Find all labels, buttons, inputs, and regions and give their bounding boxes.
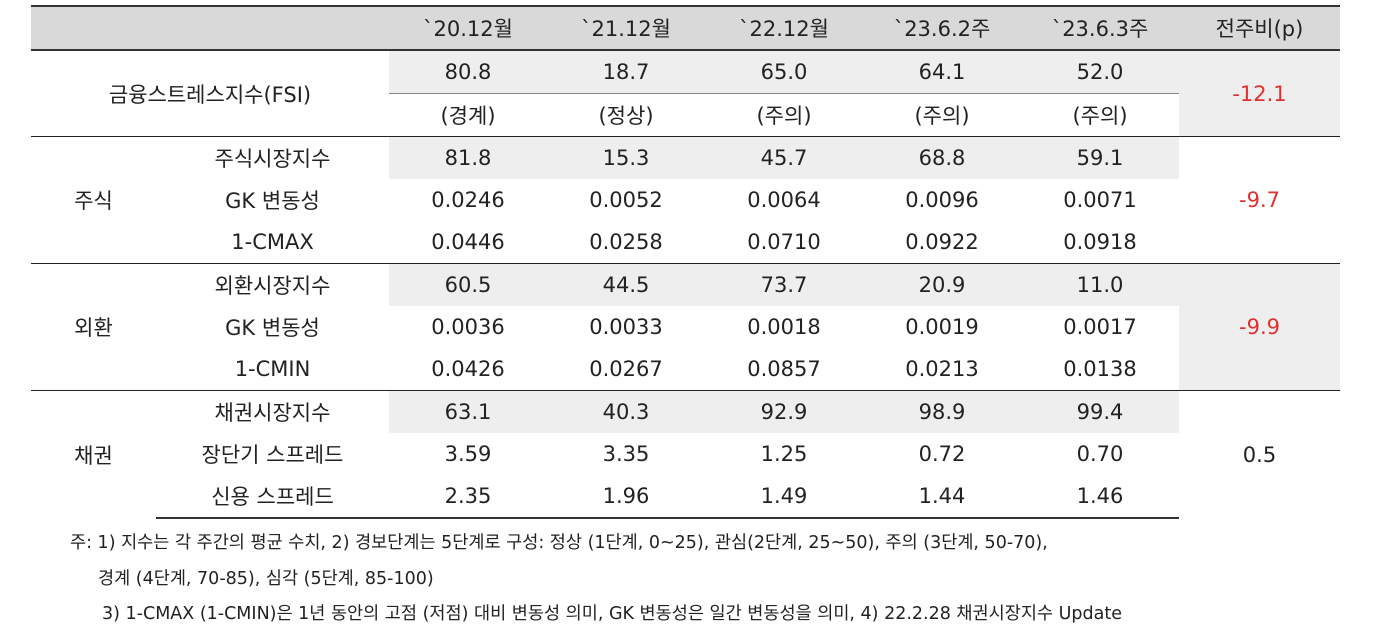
row-label: 1-CMAX: [231, 230, 314, 254]
stock-row-2: GK 변동성 0.0246 0.0052 0.0064 0.0096 0.007…: [31, 179, 1340, 221]
cell-value: 0.70: [1076, 442, 1124, 466]
cell-value: 73.7: [705, 263, 863, 306]
cell-value: 1.44: [863, 475, 1021, 519]
cell-value: 45.7: [705, 136, 863, 179]
fx-row-2: GK 변동성 0.0036 0.0033 0.0018 0.0019 0.001…: [31, 306, 1340, 348]
cell-value: 0.0064: [747, 188, 821, 212]
bond-row-1: 채권 채권시장지수 63.1 40.3 92.9 98.9 99.4 0.5: [31, 390, 1340, 518]
fsi-change: -12.1: [1179, 50, 1340, 137]
cell-value: 98.9: [863, 390, 1021, 433]
cell-value: 0.0138: [1063, 357, 1137, 381]
fsi-value: 80.8: [389, 50, 547, 94]
header-col-2: `21.12월: [547, 6, 705, 51]
fsi-level: (주의): [1072, 104, 1128, 128]
stock-row-1: 주식 주식시장지수 81.8 15.3 45.7 68.8 59.1 -9.7: [31, 136, 1340, 264]
cell-value: 2.35: [389, 475, 547, 519]
stock-change: -9.7: [1179, 136, 1340, 264]
cell-value: 81.8: [389, 136, 547, 179]
footnote-line-3: 3) 1-CMAX (1-CMIN)은 1년 동안의 고점 (저점) 대비 변동…: [102, 604, 1122, 624]
cell-value: 40.3: [547, 390, 705, 433]
header-row: `20.12월 `21.12월 `22.12월 `23.6.2주 `23.6.3…: [31, 6, 1340, 51]
header-change: 전주비(p): [1179, 6, 1340, 51]
cell-value: 1.96: [547, 475, 705, 519]
fsi-level: (주의): [914, 104, 970, 128]
cell-value: 0.0017: [1063, 315, 1137, 339]
group-label-stock: 주식: [31, 136, 156, 264]
fx-change: -9.9: [1179, 263, 1340, 391]
cell-value: 11.0: [1021, 263, 1179, 306]
cell-value: 0.0918: [1063, 230, 1137, 254]
fx-row-3: 1-CMIN 0.0426 0.0267 0.0857 0.0213 0.013…: [31, 348, 1340, 391]
fsi-values-row: 금융스트레스지수(FSI) 80.8 18.7 65.0 64.1 52.0 -…: [31, 50, 1340, 137]
cell-value: 68.8: [863, 136, 1021, 179]
cell-value: 0.0033: [589, 315, 663, 339]
cell-value: 99.4: [1021, 390, 1179, 433]
fsi-table: `20.12월 `21.12월 `22.12월 `23.6.2주 `23.6.3…: [31, 5, 1340, 519]
fsi-level: (주의): [756, 104, 812, 128]
cell-value: 0.0922: [905, 230, 979, 254]
cell-value: 1.25: [760, 442, 808, 466]
header-col-3: `22.12월: [705, 6, 863, 51]
footnote-line-1: 주: 1) 지수는 각 주간의 평균 수치, 2) 경보단계는 5단계로 구성:…: [70, 533, 1048, 553]
cell-value: 0.0019: [905, 315, 979, 339]
fsi-label: 금융스트레스지수(FSI): [108, 82, 312, 107]
cell-value: 63.1: [389, 390, 547, 433]
fsi-value: 52.0: [1021, 50, 1179, 94]
bond-change: 0.5: [1179, 390, 1340, 518]
cell-value: 0.0857: [747, 357, 821, 381]
cell-value: 1.49: [705, 475, 863, 519]
cell-value: 44.5: [547, 263, 705, 306]
cell-value: 0.0052: [589, 188, 663, 212]
cell-value: 0.72: [918, 442, 966, 466]
header-col-5: `23.6.3주: [1021, 6, 1179, 51]
cell-value: 15.3: [547, 136, 705, 179]
fsi-level: (경계): [440, 104, 496, 128]
header-blank: [31, 6, 389, 51]
cell-value: 0.0258: [589, 230, 663, 254]
cell-value: 0.0096: [905, 188, 979, 212]
cell-value: 3.59: [444, 442, 492, 466]
cell-value: 0.0018: [747, 315, 821, 339]
row-label: 주식시장지수: [156, 136, 389, 179]
stock-row-3: 1-CMAX 0.0446 0.0258 0.0710 0.0922 0.091…: [31, 221, 1340, 264]
row-label: 장단기 스프레드: [201, 443, 344, 467]
group-label-fx: 외환: [31, 263, 156, 391]
cell-value: 0.0446: [431, 230, 505, 254]
header-col-1: `20.12월: [389, 6, 547, 51]
footnote-line-2: 경계 (4단계, 70-85), 심각 (5단계, 85-100): [98, 568, 434, 589]
cell-value: 0.0071: [1063, 188, 1137, 212]
fsi-level: (정상): [598, 104, 654, 128]
fsi-value: 64.1: [863, 50, 1021, 94]
cell-value: 0.0710: [747, 230, 821, 254]
cell-value: 59.1: [1021, 136, 1179, 179]
cell-value: 0.0213: [905, 357, 979, 381]
cell-value: 0.0036: [431, 315, 505, 339]
cell-value: 0.0426: [431, 357, 505, 381]
row-label: 외환시장지수: [156, 263, 389, 306]
fx-row-1: 외환 외환시장지수 60.5 44.5 73.7 20.9 11.0 -9.9: [31, 263, 1340, 391]
group-label-bond: 채권: [31, 390, 156, 518]
row-label: GK 변동성: [225, 189, 320, 213]
row-label: 1-CMIN: [234, 357, 311, 381]
cell-value: 0.0246: [431, 188, 505, 212]
cell-value: 3.35: [602, 442, 650, 466]
fsi-value: 18.7: [547, 50, 705, 94]
bond-row-3: 신용 스프레드 2.35 1.96 1.49 1.44 1.46: [31, 475, 1340, 519]
row-label: GK 변동성: [225, 316, 320, 340]
row-label: 신용 스프레드: [156, 475, 389, 519]
fsi-levels-row: (경계) (정상) (주의) (주의) (주의): [31, 94, 1340, 137]
bond-row-2: 장단기 스프레드 3.59 3.35 1.25 0.72 0.70: [31, 433, 1340, 475]
header-col-4: `23.6.2주: [863, 6, 1021, 51]
fsi-value: 65.0: [705, 50, 863, 94]
footnotes: 주: 1) 지수는 각 주간의 평균 수치, 2) 경보단계는 5단계로 구성:…: [70, 526, 1122, 633]
cell-value: 92.9: [705, 390, 863, 433]
cell-value: 60.5: [389, 263, 547, 306]
cell-value: 20.9: [863, 263, 1021, 306]
cell-value: 0.0267: [589, 357, 663, 381]
cell-value: 1.46: [1021, 475, 1179, 519]
row-label: 채권시장지수: [156, 390, 389, 433]
